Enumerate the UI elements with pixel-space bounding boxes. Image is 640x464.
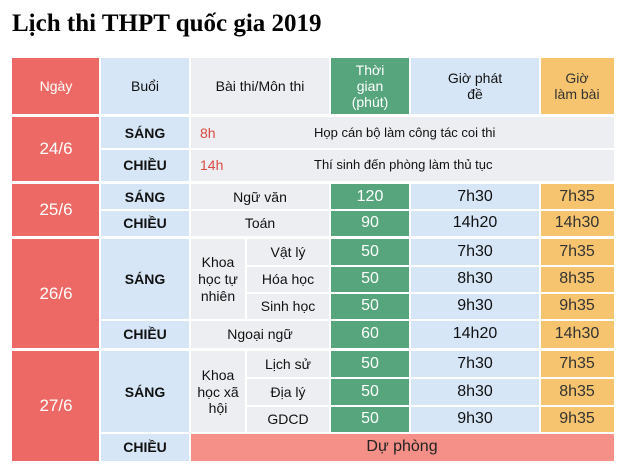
note-sang-24: Họp cán bộ làm công tác coi thi — [300, 117, 614, 149]
subject-ngu-van: Ngữ văn — [190, 184, 330, 210]
start-time-cell: 8h30 — [410, 266, 540, 293]
duration-cell: 50 — [330, 378, 410, 406]
session-chieu: CHIỀU — [100, 433, 190, 461]
session-sang: SÁNG — [100, 184, 190, 210]
date-26-6: 26/6 — [12, 239, 100, 348]
start-time-cell: 8h30 — [410, 378, 540, 406]
group-khoa-hoc-xa-hoi: Khoa học xã hội — [190, 351, 246, 433]
duration-cell: 50 — [330, 239, 410, 266]
exam-time-cell: 7h35 — [540, 184, 614, 210]
header-thoi-gian: Thời gian (phút) — [330, 58, 410, 114]
session-sang: SÁNG — [100, 351, 190, 433]
start-time-cell: 14h20 — [410, 210, 540, 236]
header-ngay: Ngày — [12, 58, 100, 114]
session-sang: SÁNG — [100, 239, 190, 320]
start-time-cell: 7h30 — [410, 239, 540, 266]
session-sang: SÁNG — [100, 117, 190, 149]
header-gio-phat-de: Giờ phát đề — [410, 58, 540, 114]
exam-time-cell: 8h35 — [540, 266, 614, 293]
date-25-6: 25/6 — [12, 184, 100, 236]
note-chieu-24: Thí sinh đến phòng làm thủ tục — [300, 149, 614, 181]
duration-cell: 60 — [330, 320, 410, 348]
subject-lich-su: Lịch sử — [246, 351, 330, 378]
exam-time-cell: 8h35 — [540, 378, 614, 406]
duration-cell: 50 — [330, 266, 410, 293]
start-time-cell: 7h30 — [410, 184, 540, 210]
start-time-cell: 9h30 — [410, 293, 540, 320]
exam-time-cell: 14h30 — [540, 320, 614, 348]
subject-toan: Toán — [190, 210, 330, 236]
exam-time-cell: 9h35 — [540, 293, 614, 320]
date-24-6: 24/6 — [12, 117, 100, 181]
subject-vat-ly: Vật lý — [246, 239, 330, 266]
header-bai-thi: Bài thi/Môn thi — [190, 58, 330, 114]
subject-sinh-hoc: Sinh học — [246, 293, 330, 320]
exam-time-cell: 7h35 — [540, 351, 614, 378]
duration-cell: 50 — [330, 406, 410, 433]
start-time-cell: 7h30 — [410, 351, 540, 378]
duration-cell: 120 — [330, 184, 410, 210]
subject-gdcd: GDCD — [246, 406, 330, 433]
reserve-cell: Dự phòng — [190, 433, 614, 461]
exam-time-cell: 14h30 — [540, 210, 614, 236]
subject-dia-ly: Địa lý — [246, 378, 330, 406]
session-chieu: CHIỀU — [100, 320, 190, 348]
duration-cell: 50 — [330, 351, 410, 378]
start-time-cell: 9h30 — [410, 406, 540, 433]
page-title: Lịch thi THPT quốc gia 2019 — [12, 10, 322, 37]
exam-time-cell: 9h35 — [540, 406, 614, 433]
group-khoa-hoc-tu-nhien: Khoa học tự nhiên — [190, 239, 246, 320]
time-8h: 8h — [190, 117, 300, 149]
subject-ngoai-ngu: Ngoại ngữ — [190, 320, 330, 348]
subject-hoa-hoc: Hóa học — [246, 266, 330, 293]
session-chieu: CHIỀU — [100, 210, 190, 236]
start-time-cell: 14h20 — [410, 320, 540, 348]
header-gio-lam-bai: Giờ làm bài — [540, 58, 614, 114]
duration-cell: 90 — [330, 210, 410, 236]
date-27-6: 27/6 — [12, 351, 100, 461]
exam-time-cell: 7h35 — [540, 239, 614, 266]
time-14h: 14h — [190, 149, 300, 181]
header-buoi: Buổi — [100, 58, 190, 114]
duration-cell: 50 — [330, 293, 410, 320]
session-chieu: CHIỀU — [100, 149, 190, 181]
